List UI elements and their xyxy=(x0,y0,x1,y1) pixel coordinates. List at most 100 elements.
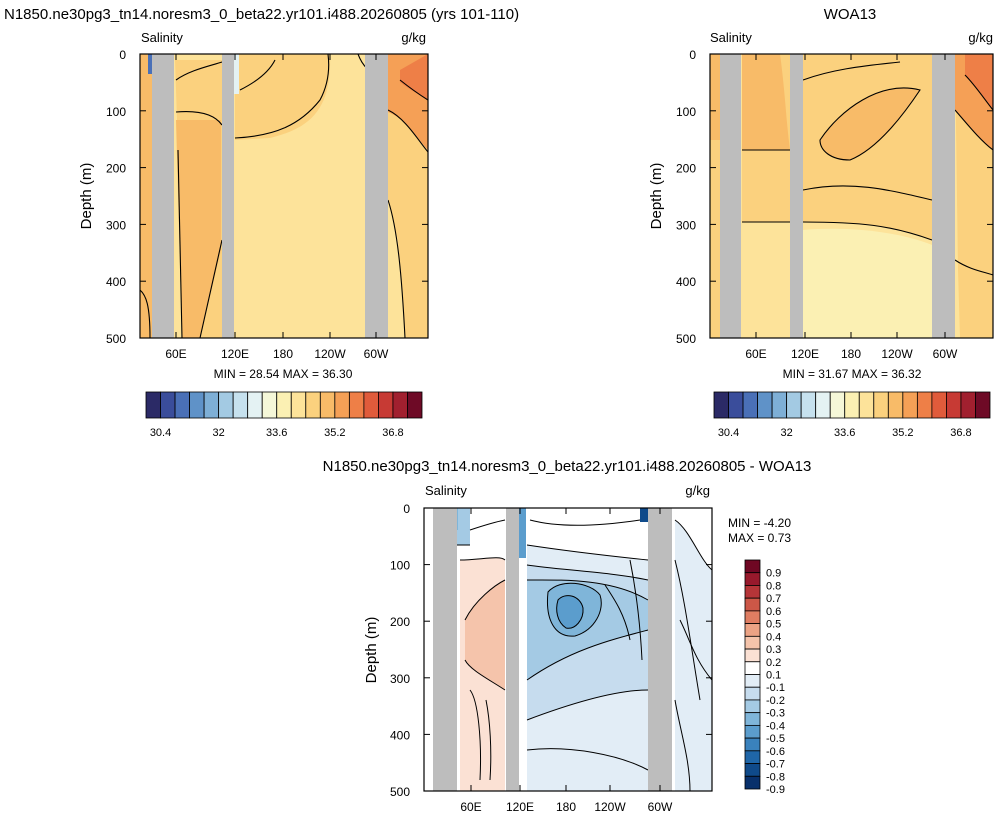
colorbar-swatch xyxy=(728,391,744,419)
colorbar-swatch xyxy=(744,585,761,599)
xtick-label: 180 xyxy=(556,800,576,814)
panel-diff: N1850.ne30pg3_tn14.noresm3_0_beta22.yr10… xyxy=(323,458,812,814)
colorbar-swatch xyxy=(744,559,761,574)
ytick-label: 200 xyxy=(106,162,126,176)
panel-diff-field xyxy=(424,508,712,791)
panel-model-left-label: Salinity xyxy=(141,30,183,45)
panel-obs-colorbar: 30.4 32 33.6 35.2 36.8 xyxy=(713,391,991,439)
colorbar-swatch xyxy=(160,391,176,419)
panel-diff-stats-max: MAX = 0.73 xyxy=(728,531,791,545)
xtick-label: 120W xyxy=(881,347,913,361)
colorbar-swatch xyxy=(960,391,976,419)
colorbar-label: 36.8 xyxy=(950,427,971,439)
colorbar-swatch xyxy=(232,391,249,419)
colorbar-swatch xyxy=(407,391,423,419)
colorbar-label: 30.4 xyxy=(150,427,171,439)
colorbar-swatch xyxy=(858,391,875,419)
xtick-label: 60W xyxy=(933,347,958,361)
colorbar-swatch xyxy=(757,391,773,419)
colorbar-swatch xyxy=(334,391,350,419)
colorbar-swatch xyxy=(744,610,761,625)
colorbar-swatch xyxy=(744,763,761,777)
colorbar-swatch xyxy=(247,391,263,419)
panel-obs-xaxis: 60E 120E 180 120W 60W xyxy=(745,54,958,361)
colorbar-swatch xyxy=(744,775,761,790)
ytick-label: 300 xyxy=(676,218,696,232)
colorbar-swatch xyxy=(744,750,761,764)
ytick-label: 200 xyxy=(390,615,410,629)
ytick-label: 0 xyxy=(689,48,696,62)
colorbar-label: 36.8 xyxy=(382,427,403,439)
colorbar-label: 0.6 xyxy=(766,606,781,618)
colorbar-label: 0.3 xyxy=(766,644,781,656)
colorbar-swatch xyxy=(744,737,761,752)
colorbar-swatch xyxy=(829,391,846,419)
panel-model-field xyxy=(140,54,428,338)
colorbar-swatch xyxy=(363,391,379,419)
panel-diff-yaxis: Depth (m) 0 100 200 300 400 500 xyxy=(363,502,712,799)
colorbar-label: 0.2 xyxy=(766,657,781,669)
colorbar-label: 0.1 xyxy=(766,670,781,682)
ytick-label: 400 xyxy=(390,728,410,742)
colorbar-swatch xyxy=(744,572,761,586)
xtick-label: 60E xyxy=(745,347,766,361)
colorbar-swatch xyxy=(392,391,408,419)
colorbar-label: -0.5 xyxy=(766,733,785,745)
panel-obs-right-label: g/kg xyxy=(968,30,993,45)
ytick-label: 100 xyxy=(106,105,126,119)
colorbar-label: -0.1 xyxy=(766,682,785,694)
colorbar-swatch xyxy=(873,391,889,419)
colorbar-swatch xyxy=(744,597,761,612)
xtick-label: 120W xyxy=(594,800,626,814)
ytick-label: 500 xyxy=(106,332,126,346)
xtick-label: 60E xyxy=(165,347,186,361)
colorbar-swatch xyxy=(713,391,729,419)
colorbar-swatch xyxy=(931,391,947,419)
colorbar-swatch xyxy=(975,391,991,419)
colorbar-swatch xyxy=(261,391,278,419)
colorbar-swatch xyxy=(744,623,761,637)
ytick-label: 400 xyxy=(106,275,126,289)
xtick-label: 60W xyxy=(364,347,389,361)
panel-model-ylabel: Depth (m) xyxy=(78,163,95,230)
colorbar-swatch xyxy=(887,391,904,419)
colorbar-swatch xyxy=(800,391,817,419)
ytick-label: 500 xyxy=(390,785,410,799)
colorbar-swatch xyxy=(744,686,761,701)
panel-model: N1850.ne30pg3_tn14.noresm3_0_beta22.yr10… xyxy=(4,6,519,439)
xtick-label: 120E xyxy=(221,347,249,361)
xtick-label: 120W xyxy=(314,347,346,361)
colorbar-swatch xyxy=(744,635,761,650)
ytick-label: 300 xyxy=(106,218,126,232)
panel-obs: WOA13 Salinity g/kg xyxy=(648,6,994,439)
colorbar-label: 30.4 xyxy=(718,427,739,439)
colorbar-swatch xyxy=(348,391,365,419)
colorbar-label: 32 xyxy=(213,427,225,439)
colorbar-swatch xyxy=(378,391,394,419)
colorbar-label: -0.4 xyxy=(766,720,785,732)
xtick-label: 120E xyxy=(506,800,534,814)
colorbar-label: -0.6 xyxy=(766,746,785,758)
colorbar-swatch xyxy=(744,724,761,739)
colorbar-swatch xyxy=(744,712,761,726)
ytick-label: 100 xyxy=(390,559,410,573)
panel-obs-title: WOA13 xyxy=(824,6,877,23)
colorbar-label: 0.4 xyxy=(766,631,781,643)
colorbar-swatch xyxy=(305,391,321,419)
colorbar-swatch xyxy=(902,391,918,419)
colorbar-swatch xyxy=(744,674,761,688)
xtick-label: 60E xyxy=(460,800,481,814)
panel-diff-xaxis: 60E 120E 180 120W 60W xyxy=(460,508,673,814)
panel-model-yaxis: Depth (m) 0 100 200 300 400 500 xyxy=(78,48,428,346)
colorbar-swatch xyxy=(844,391,860,419)
ytick-label: 300 xyxy=(390,672,410,686)
colorbar-label: -0.9 xyxy=(766,784,785,796)
panel-obs-stats: MIN = 31.67 MAX = 36.32 xyxy=(783,367,922,381)
colorbar-swatch xyxy=(771,391,788,419)
colorbar-swatch xyxy=(786,391,802,419)
ytick-label: 400 xyxy=(676,275,696,289)
panel-model-xaxis: 60E 120E 180 120W 60W xyxy=(165,54,389,361)
colorbar-label: 33.6 xyxy=(266,427,287,439)
colorbar-label: 0.8 xyxy=(766,580,781,592)
